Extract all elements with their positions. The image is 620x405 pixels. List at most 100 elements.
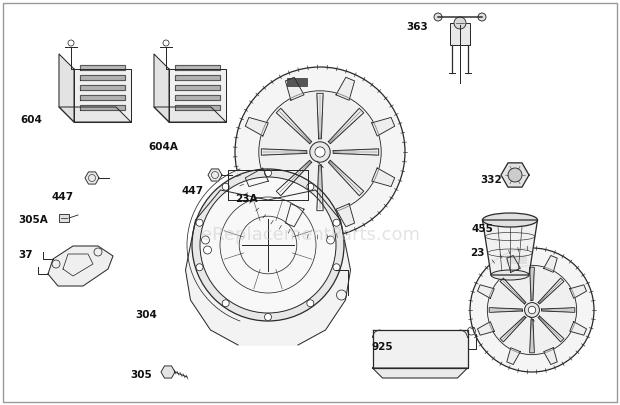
FancyBboxPatch shape [505, 255, 526, 263]
Polygon shape [277, 108, 312, 144]
Text: 23A: 23A [235, 194, 257, 204]
Polygon shape [482, 220, 538, 275]
Ellipse shape [491, 270, 529, 280]
Polygon shape [477, 322, 494, 335]
Polygon shape [185, 190, 350, 345]
Circle shape [327, 236, 335, 244]
Polygon shape [373, 368, 467, 378]
Polygon shape [175, 95, 220, 100]
Text: 447: 447 [52, 192, 74, 202]
Polygon shape [507, 256, 520, 272]
Text: eReplacementParts.com: eReplacementParts.com [200, 226, 420, 244]
Circle shape [454, 17, 466, 29]
Polygon shape [336, 77, 355, 100]
Polygon shape [80, 105, 125, 110]
Polygon shape [544, 256, 557, 272]
Polygon shape [500, 316, 526, 342]
Circle shape [307, 300, 314, 307]
Text: 604: 604 [20, 115, 42, 125]
Circle shape [202, 236, 210, 244]
Circle shape [333, 219, 340, 226]
Polygon shape [161, 366, 175, 378]
Circle shape [310, 142, 330, 162]
Polygon shape [501, 163, 529, 187]
Polygon shape [59, 107, 131, 122]
Circle shape [200, 177, 336, 313]
Polygon shape [329, 108, 364, 144]
Polygon shape [277, 160, 312, 196]
Circle shape [478, 13, 486, 21]
Circle shape [333, 264, 340, 271]
Polygon shape [175, 85, 220, 90]
Circle shape [196, 219, 203, 226]
Polygon shape [336, 204, 355, 227]
Text: 447: 447 [182, 186, 204, 196]
Polygon shape [154, 54, 169, 122]
Polygon shape [175, 105, 220, 110]
Text: 332: 332 [480, 175, 502, 185]
FancyBboxPatch shape [450, 23, 470, 45]
Circle shape [508, 168, 522, 182]
Polygon shape [570, 322, 587, 335]
Polygon shape [262, 149, 307, 155]
Polygon shape [228, 170, 308, 200]
Circle shape [222, 300, 229, 307]
Polygon shape [80, 85, 125, 90]
Polygon shape [489, 308, 523, 312]
Circle shape [259, 91, 381, 213]
Text: 455: 455 [472, 224, 494, 234]
Polygon shape [208, 169, 222, 181]
Polygon shape [538, 316, 564, 342]
Polygon shape [529, 320, 534, 353]
Polygon shape [529, 267, 534, 301]
Polygon shape [500, 278, 526, 304]
Polygon shape [175, 65, 220, 70]
Circle shape [265, 170, 272, 177]
Circle shape [487, 265, 577, 355]
Polygon shape [329, 160, 364, 196]
Circle shape [192, 169, 344, 321]
Text: 925: 925 [372, 342, 394, 352]
Polygon shape [175, 75, 220, 80]
Polygon shape [373, 330, 467, 368]
Text: 604A: 604A [148, 142, 178, 152]
Text: 23: 23 [470, 248, 484, 258]
Polygon shape [246, 117, 268, 136]
Polygon shape [538, 278, 564, 304]
Polygon shape [372, 168, 395, 187]
Circle shape [525, 303, 539, 318]
Circle shape [196, 264, 203, 271]
Circle shape [315, 147, 325, 157]
Circle shape [307, 183, 314, 190]
Polygon shape [80, 95, 125, 100]
Polygon shape [333, 149, 379, 155]
Circle shape [470, 248, 594, 372]
Polygon shape [317, 93, 323, 139]
Polygon shape [542, 308, 575, 312]
Polygon shape [48, 246, 113, 286]
Polygon shape [477, 285, 494, 298]
Polygon shape [169, 69, 226, 122]
Polygon shape [544, 348, 557, 364]
Polygon shape [80, 75, 125, 80]
Polygon shape [85, 172, 99, 184]
Bar [59, 214, 69, 222]
Polygon shape [507, 348, 520, 364]
Ellipse shape [482, 213, 538, 227]
Text: 304: 304 [135, 310, 157, 320]
Circle shape [203, 246, 211, 254]
Polygon shape [59, 54, 74, 122]
Circle shape [235, 67, 405, 237]
Circle shape [222, 183, 229, 190]
Text: 305A: 305A [18, 215, 48, 225]
Polygon shape [246, 168, 268, 187]
Polygon shape [74, 69, 131, 122]
Polygon shape [80, 65, 125, 70]
Polygon shape [285, 204, 304, 227]
Circle shape [528, 306, 536, 314]
Circle shape [265, 313, 272, 320]
Polygon shape [154, 107, 226, 122]
Text: 305: 305 [130, 370, 152, 380]
Polygon shape [372, 117, 395, 136]
Text: 363: 363 [406, 22, 428, 32]
